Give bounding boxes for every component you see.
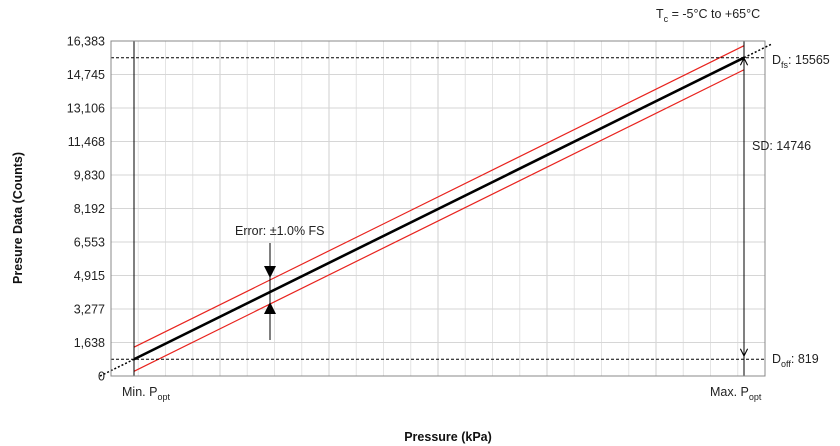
error-arrow-up-icon <box>264 302 276 314</box>
y-axis-title: Presure Data (Counts) <box>11 152 25 284</box>
y-tick-label: 1,638 <box>74 336 105 350</box>
transfer-function-line <box>133 56 745 361</box>
y-tick-label: 16,383 <box>67 35 105 49</box>
doff-label: Doff: 819 <box>772 352 819 369</box>
y-tick-label: 11,468 <box>68 135 105 149</box>
svg-text:Min. Popt: Min. Popt <box>122 385 170 402</box>
x-axis-title: Pressure (kPa) <box>404 430 492 444</box>
y-tick-label: 6,553 <box>74 236 105 250</box>
upper-error-bound-line <box>133 45 745 348</box>
y-tick-label: 9,830 <box>74 168 105 182</box>
y-tick-label: 8,192 <box>74 202 105 216</box>
x-tick-min: Min. Popt <box>122 385 170 402</box>
error-indicator <box>264 243 276 340</box>
span-label: SD: 14746 <box>752 139 811 153</box>
y-axis: 0 1,638 3,277 4,915 6,553 8,192 9,830 11,468 13,… <box>67 35 105 384</box>
y-tick-label: 13,106 <box>67 102 105 116</box>
temperature-range-label: Tc = -5°C to +65°C <box>656 7 760 24</box>
y-tick-label: 3,277 <box>74 302 105 316</box>
transfer-extrapolation-low <box>99 358 135 377</box>
lower-error-bound-line <box>133 69 745 372</box>
y-tick-label: 4,915 <box>74 269 105 283</box>
error-label: Error: ±1.0% FS <box>235 224 325 238</box>
grid-lines <box>111 40 765 377</box>
series-layer <box>99 43 773 377</box>
svg-text:Max. Popt: Max. Popt <box>710 385 762 402</box>
plot-border <box>110 40 766 377</box>
y-tick-label: 0 <box>98 370 105 384</box>
error-arrow-down-icon <box>264 266 276 278</box>
plot-area <box>99 40 773 377</box>
x-tick-max: Max. Popt <box>710 385 762 402</box>
transfer-extrapolation-high <box>743 43 773 59</box>
dfs-label: Dfs: 15565 <box>772 53 830 70</box>
y-tick-label: 14,745 <box>67 68 105 82</box>
